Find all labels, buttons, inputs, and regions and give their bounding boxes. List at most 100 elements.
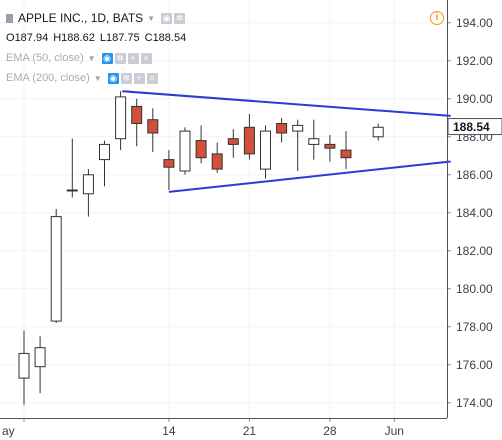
chart-legend: APPLE INC., 1D, BATS ▼ ◉ ✲ O 187.94 H 188.… [6,8,191,88]
candle [50,209,62,323]
candle-body [179,130,191,172]
y-tick-label: 178.00 [456,320,493,334]
high-label: H [53,32,62,44]
y-tick-label: 186.00 [456,168,493,182]
eye-icon[interactable]: ◉ [161,12,173,24]
last-price-box [447,118,502,136]
close-icon[interactable]: × [140,52,152,64]
candles-layer [18,91,384,405]
candle [292,119,304,171]
candle [34,336,46,394]
candle-body [243,126,255,155]
candle [179,127,191,175]
x-tick-label: 28 [323,424,337,438]
settings-icon[interactable]: ✲ [114,52,126,64]
candle-body [372,126,384,138]
candle [163,150,175,190]
chevron-down-icon[interactable]: ▼ [147,13,156,23]
y-tick-label: 194.00 [456,16,493,30]
eye-icon[interactable]: ◉ [101,52,113,64]
candle-body [340,149,352,159]
candle-body [99,143,110,161]
candle-body [147,119,159,134]
y-tick-label: 182.00 [456,244,493,258]
candle [131,98,143,147]
high-value: 188.62 [61,32,95,44]
close-value: 188.54 [152,32,187,44]
ohlc-row: O 187.94 H 188.62 L 187.75 C 188.54 [6,28,191,48]
info-icon[interactable]: i [430,11,444,25]
chevron-down-icon[interactable]: ▼ [93,73,102,83]
trendline [122,90,451,117]
low-label: L [99,32,106,44]
close-label: C [144,32,153,44]
indicator-row-ema50[interactable]: EMA (50, close) ▼ ◉ ✲ + × [6,48,191,68]
y-tick-label: 174.00 [456,396,493,410]
y-tick-label: 180.00 [456,282,493,296]
candle [243,114,255,160]
add-icon[interactable]: + [133,72,145,84]
candle-body [163,159,175,168]
candle-body [276,123,288,134]
y-tick-label: 192.00 [456,54,493,68]
candle [276,117,288,143]
candle [260,125,271,179]
candle-body [34,347,46,368]
low-value: 187.75 [105,32,140,44]
grid-lines [0,0,447,418]
candle-body [227,138,239,145]
trendline-layer [122,90,451,193]
x-tick-label: 14 [162,424,176,438]
last-price-label: 188.54 [453,120,490,134]
candle-body [82,174,94,195]
candle-body [18,352,30,379]
candle-body [260,130,271,170]
candle-body [324,143,336,149]
indicator-label[interactable]: EMA (200, close) [6,72,90,84]
settings-icon[interactable]: ✲ [120,72,132,84]
candle-body [115,96,127,140]
x-tick-label: Jun [385,424,404,438]
candle [227,129,239,158]
price-axis: 174.00 176.00 178.00 180.00 182.00 184.00 186.… [447,0,502,418]
symbol-row: APPLE INC., 1D, BATS ▼ ◉ ✲ [6,8,191,28]
eye-icon[interactable]: ◉ [107,72,119,84]
candle [147,108,159,152]
candle-body [211,153,223,170]
candle [99,140,110,187]
candle-body [292,124,304,132]
symbol-title[interactable]: APPLE INC., 1D, BATS [18,11,144,25]
candle [308,119,320,160]
y-tick-label: 190.00 [456,92,493,106]
candle [18,330,30,405]
trendline [168,160,451,193]
candle-body [195,140,207,159]
candle [372,123,384,141]
candle-body [131,105,143,125]
x-tick-label: 21 [243,424,257,438]
candle-body [50,216,62,322]
x-tick-label: ay [2,424,15,438]
y-tick-label: 184.00 [456,206,493,220]
open-label: O [6,32,15,44]
candle [211,142,223,173]
indicator-label[interactable]: EMA (50, close) [6,52,84,64]
candle-body [308,138,320,145]
chevron-down-icon[interactable]: ▼ [87,53,96,63]
candle [340,131,352,170]
candle [195,125,207,164]
symbol-flag-icon [6,13,13,23]
y-tick-label: 176.00 [456,358,493,372]
candle [324,134,336,162]
add-icon[interactable]: + [127,52,139,64]
candle [66,138,78,198]
candle [82,169,94,217]
candle-body [66,189,78,192]
time-axis: ay 14 21 28 Jun [0,418,447,438]
candle [115,91,127,151]
settings-icon[interactable]: ✲ [174,12,186,24]
indicator-row-ema200[interactable]: EMA (200, close) ▼ ◉ ✲ + × [6,68,191,88]
open-value: 187.94 [14,32,49,44]
close-icon[interactable]: × [146,72,158,84]
